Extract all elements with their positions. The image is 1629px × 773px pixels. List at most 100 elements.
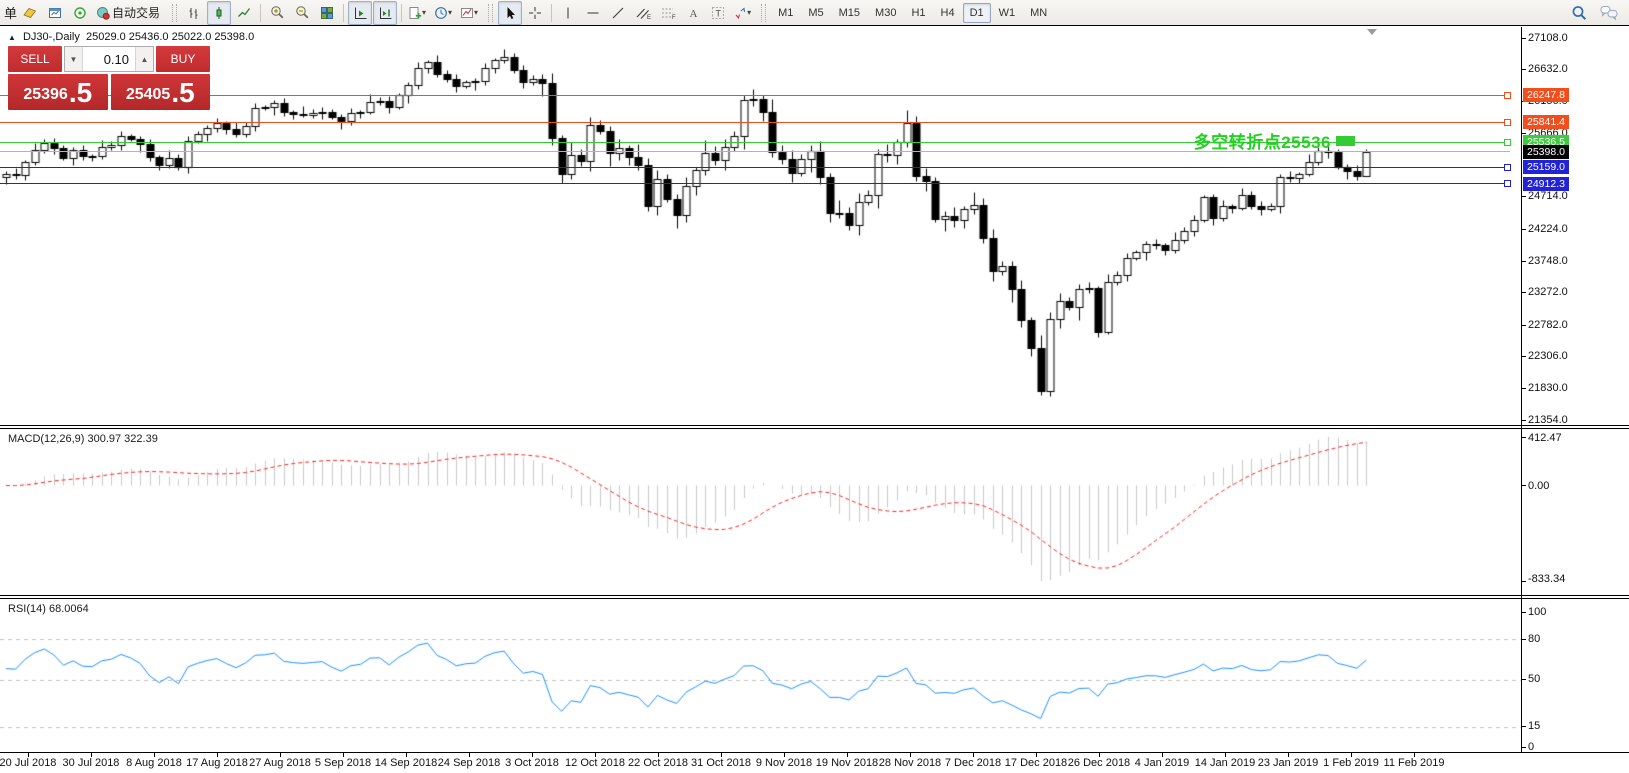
volume-input[interactable]: 0.10: [82, 47, 136, 71]
time-tick: [658, 752, 659, 757]
time-tick-label: 8 Aug 2018: [126, 757, 182, 769]
pane-separator[interactable]: [0, 428, 1629, 429]
horizontal-level-line[interactable]: [0, 141, 1510, 143]
periods-icon: [435, 6, 447, 19]
price-level-badge: 26247.8: [1523, 88, 1569, 103]
time-tick-label: 17 Dec 2018: [1004, 757, 1068, 769]
macd-tick: [1521, 436, 1526, 438]
price-level-badge: 24912.3: [1523, 176, 1569, 191]
level-line-handle[interactable]: [1504, 163, 1511, 171]
volume-decrease-button[interactable]: ▼: [65, 47, 82, 71]
svg-text:A: A: [690, 8, 698, 20]
timeframe-w1[interactable]: W1: [998, 6, 1016, 19]
timeframe-m1[interactable]: M1: [778, 6, 794, 19]
horizontal-line-icon[interactable]: [581, 1, 605, 25]
one-click-trading-panel: SELL ▼ 0.10 ▲ BUY 25396 .5 25405 .5: [8, 46, 210, 110]
timeframe-h1[interactable]: H1: [911, 6, 926, 19]
signal-icon[interactable]: [68, 1, 92, 25]
price-tick: [1521, 260, 1526, 262]
arrows-button[interactable]: ▾: [731, 1, 756, 25]
timeframe-m5[interactable]: M5: [808, 6, 824, 19]
equidistant-channel-icon[interactable]: E: [631, 1, 655, 25]
time-axis-line: [0, 752, 1629, 753]
time-tick: [343, 752, 344, 757]
indicators-button[interactable]: ▾: [406, 1, 431, 25]
sell-price-box[interactable]: 25396 .5: [8, 74, 108, 110]
arrow-up-icon: ▲: [140, 54, 149, 64]
level-line-handle[interactable]: [1504, 180, 1511, 188]
price-tick-label: 27108.0: [1528, 31, 1568, 44]
main-chart-canvas[interactable]: [0, 27, 1521, 425]
text-label-icon[interactable]: T: [706, 1, 730, 25]
level-line-handle[interactable]: [1504, 138, 1511, 146]
time-tick: [721, 752, 722, 757]
templates-button[interactable]: ▾: [458, 1, 483, 25]
horizontal-level-line[interactable]: [0, 121, 1510, 123]
buy-price-box[interactable]: 25405 .5: [110, 74, 210, 110]
auto-scroll-icon[interactable]: [348, 0, 373, 25]
timeframe-mn[interactable]: MN: [1030, 6, 1048, 19]
horizontal-level-line[interactable]: [0, 94, 1510, 96]
timeframe-m15[interactable]: M15: [838, 6, 861, 19]
autotrading-button[interactable]: 自动交易: [93, 1, 167, 25]
cursor-icon[interactable]: [498, 0, 523, 25]
vertical-line-icon[interactable]: [556, 1, 580, 25]
sell-button[interactable]: SELL: [8, 46, 62, 72]
zoom-in-icon[interactable]: [265, 1, 289, 25]
volume-stepper: ▼ 0.10 ▲: [64, 46, 154, 72]
chat-icon[interactable]: [1597, 1, 1621, 25]
collapse-panel-icon[interactable]: ▲: [8, 33, 16, 42]
level-line-handle[interactable]: [1504, 118, 1511, 126]
zoom-out-icon[interactable]: [290, 1, 314, 25]
pane-separator[interactable]: [0, 425, 1629, 426]
horizontal-level-line[interactable]: [0, 183, 1510, 185]
periods-button[interactable]: ▾: [432, 1, 457, 25]
macd-scale-min: -833.34: [1528, 573, 1566, 585]
rsi-canvas[interactable]: [0, 599, 1521, 752]
time-tick-label: 4 Jan 2019: [1134, 757, 1190, 769]
price-tick-label: 21354.0: [1528, 413, 1568, 426]
time-tick: [1225, 752, 1226, 757]
horizontal-level-line[interactable]: [0, 166, 1510, 168]
level-line-handle[interactable]: [1504, 91, 1511, 99]
symbol-period-label: DJ30-,Daily: [22, 31, 80, 43]
crosshair-icon[interactable]: [523, 1, 547, 25]
chart-shift-marker[interactable]: [1367, 29, 1377, 35]
trendline-icon[interactable]: [606, 1, 630, 25]
rsi-tick: [1521, 679, 1526, 680]
volume-increase-button[interactable]: ▲: [136, 47, 153, 71]
candlestick-icon[interactable]: [207, 0, 232, 25]
time-tick: [1414, 752, 1415, 757]
price-tick-label: 22782.0: [1528, 318, 1568, 331]
horizontal-level-line[interactable]: [0, 151, 1510, 153]
search-icon[interactable]: [1567, 1, 1591, 25]
text-icon[interactable]: A: [681, 1, 705, 25]
tile-windows-icon[interactable]: [315, 1, 339, 25]
price-tick: [1521, 419, 1526, 421]
bar-chart-icon[interactable]: [182, 1, 206, 25]
time-tick-label: 28 Nov 2018: [878, 757, 942, 769]
annotation[interactable]: 多空转折点25536: [1095, 128, 1355, 153]
toolbar-grip: [488, 3, 494, 22]
new-order-icon[interactable]: [18, 1, 42, 25]
pane-separator[interactable]: [0, 598, 1629, 599]
toolbar-grip: [761, 3, 767, 22]
time-tick-label: 23 Jan 2019: [1257, 757, 1319, 769]
toolbar-grip: [172, 3, 178, 22]
timeframe-d1[interactable]: D1: [962, 2, 991, 23]
fibonacci-icon[interactable]: F: [656, 1, 680, 25]
time-tick-label: 17 Aug 2018: [186, 757, 248, 769]
annotation-text: 多空转折点25536: [1193, 133, 1331, 152]
chart-shift-icon[interactable]: [373, 0, 398, 25]
timeframe-m30[interactable]: M30: [875, 6, 897, 19]
line-chart-icon[interactable]: [232, 1, 256, 25]
time-tick: [1036, 752, 1037, 757]
price-tick: [1521, 37, 1526, 39]
macd-canvas[interactable]: [0, 429, 1521, 595]
time-tick-label: 31 Oct 2018: [691, 757, 751, 769]
annotation-marker[interactable]: [1336, 135, 1355, 146]
buy-button[interactable]: BUY: [156, 46, 210, 72]
chart-window-icon[interactable]: [43, 1, 67, 25]
timeframe-h4[interactable]: H4: [940, 6, 955, 19]
pane-separator[interactable]: [0, 595, 1629, 596]
